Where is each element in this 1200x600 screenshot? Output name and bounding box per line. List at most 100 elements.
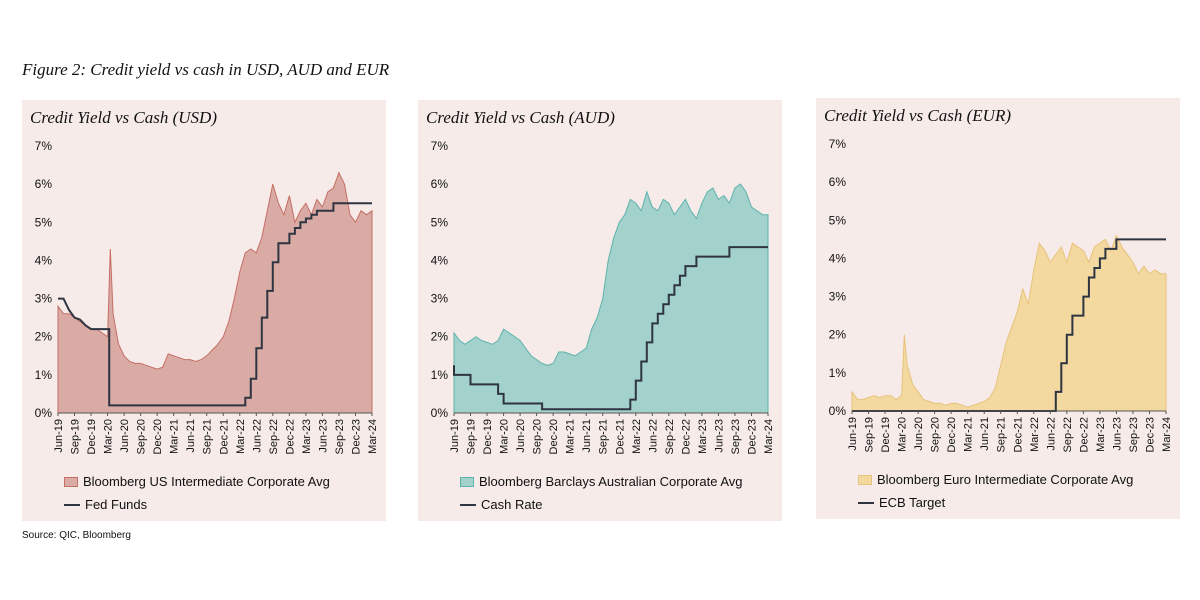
x-tick-label: Sep-23 xyxy=(730,419,742,454)
x-tick-label: Jun-20 xyxy=(515,419,527,453)
x-tick-label: Jun-20 xyxy=(119,419,131,453)
figure-title: Figure 2: Credit yield vs cash in USD, A… xyxy=(22,60,390,79)
chart-panel-aud: Credit Yield vs Cash (AUD) 0% 1% 2% 3% 4% 5% 6… xyxy=(418,100,782,521)
y-tick-label: 3% xyxy=(829,290,847,304)
x-tick-label: Jun-19 xyxy=(847,417,859,451)
legend-label: Cash Rate xyxy=(481,497,543,512)
y-tick-label: 7% xyxy=(829,137,847,151)
x-tick-label: Mar-22 xyxy=(235,419,247,454)
y-tick-label: 0% xyxy=(35,406,53,420)
x-tick-label: Dec-22 xyxy=(284,419,296,454)
series-line-eur xyxy=(852,238,1166,412)
y-tick-label: 0% xyxy=(829,404,847,418)
legend-swatch-area xyxy=(858,474,872,485)
x-tick-label: Sep-22 xyxy=(1062,417,1074,452)
x-tick-label: Mar-21 xyxy=(963,417,975,452)
legend-swatch-area xyxy=(64,476,78,487)
y-tick-label: 2% xyxy=(829,328,847,342)
x-tick-label: Mar-21 xyxy=(169,419,181,454)
series-area-eur xyxy=(851,234,1167,412)
legend-swatch-area xyxy=(460,476,474,487)
x-tick-label: Mar-24 xyxy=(763,419,775,454)
legend-item-usd-line: Fed Funds xyxy=(64,497,147,512)
x-tick-label: Dec-21 xyxy=(614,419,626,454)
chart-title-eur: Credit Yield vs Cash (EUR) xyxy=(824,106,1011,125)
y-tick-label: 3% xyxy=(35,292,53,306)
y-tick-label: 1% xyxy=(431,368,449,382)
y-tick-label: 0% xyxy=(431,406,449,420)
series-line-aud xyxy=(453,246,768,411)
x-tick-label: Mar-23 xyxy=(301,419,313,454)
y-tick-label: 5% xyxy=(35,215,53,229)
y-tick-label: 7% xyxy=(431,139,449,153)
y-tick-label: 5% xyxy=(431,215,449,229)
x-tick-label: Sep-19 xyxy=(70,419,82,454)
x-tick-label: Mar-21 xyxy=(565,419,577,454)
x-tick-label: Sep-23 xyxy=(1128,417,1140,452)
series-area-usd xyxy=(57,171,373,414)
y-tick-label: 1% xyxy=(35,368,53,382)
x-tick-label: Jun-23 xyxy=(713,419,725,453)
y-tick-label: 7% xyxy=(35,139,53,153)
y-tick-label: 5% xyxy=(829,213,847,227)
x-tick-label: Sep-20 xyxy=(136,419,148,454)
x-tick-label: Dec-22 xyxy=(1078,417,1090,452)
x-tick-label: Jun-22 xyxy=(251,419,263,453)
y-tick-label: 4% xyxy=(35,253,53,267)
series-line-usd xyxy=(58,202,372,407)
x-tick-label: Jun-21 xyxy=(979,417,991,451)
x-tick-label: Sep-22 xyxy=(664,419,676,454)
x-tick-label: Dec-19 xyxy=(86,419,98,454)
x-tick-label: Dec-23 xyxy=(350,419,362,454)
chart-panel-usd: Credit Yield vs Cash (USD) 0% 1% 2% 3% 4% 5% 6… xyxy=(22,100,386,521)
x-tick-label: Mar-23 xyxy=(1095,417,1107,452)
x-tick-label: Jun-19 xyxy=(449,419,461,453)
y-tick-label: 2% xyxy=(431,330,449,344)
legend-item-aud-area: Bloomberg Barclays Australian Corporate … xyxy=(460,474,743,489)
y-tick-label: 2% xyxy=(35,330,53,344)
x-tick-label: Dec-23 xyxy=(746,419,758,454)
x-tick-label: Jun-23 xyxy=(1111,417,1123,451)
x-tick-label: Sep-21 xyxy=(202,419,214,454)
x-tick-label: Dec-23 xyxy=(1144,417,1156,452)
x-tick-label: Mar-20 xyxy=(897,417,909,452)
chart-svg-usd: 0% 1% 2% 3% 4% 5% 6% 7% Jun-19 Sep-19 Dec-19 Mar-20… xyxy=(35,139,379,454)
x-tick-label: Jun-19 xyxy=(53,419,65,453)
legend-label: Bloomberg Barclays Australian Corporate … xyxy=(479,474,743,489)
legend-item-eur-line: ECB Target xyxy=(858,495,945,510)
x-tick-label: Mar-24 xyxy=(1161,417,1173,452)
x-tick-label: Sep-19 xyxy=(864,417,876,452)
legend-item-eur-area: Bloomberg Euro Intermediate Corporate Av… xyxy=(858,472,1133,487)
x-tick-label: Jun-23 xyxy=(317,419,329,453)
x-tick-label: Mar-20 xyxy=(103,419,115,454)
y-tick-label: 1% xyxy=(829,366,847,380)
y-tick-label: 3% xyxy=(431,292,449,306)
x-tick-label: Jun-21 xyxy=(185,419,197,453)
x-tick-label: Jun-21 xyxy=(581,419,593,453)
y-tick-label: 4% xyxy=(829,251,847,265)
x-tick-label: Dec-20 xyxy=(946,417,958,452)
x-tick-label: Jun-20 xyxy=(913,417,925,451)
x-tick-label: Jun-22 xyxy=(647,419,659,453)
x-tick-label: Sep-20 xyxy=(532,419,544,454)
x-tick-label: Sep-21 xyxy=(598,419,610,454)
legend-item-usd-area: Bloomberg US Intermediate Corporate Avg xyxy=(64,474,330,489)
x-tick-label: Sep-19 xyxy=(466,419,478,454)
legend-label: Fed Funds xyxy=(85,497,148,512)
x-tick-label: Sep-21 xyxy=(996,417,1008,452)
x-tick-label: Sep-23 xyxy=(334,419,346,454)
chart-svg-eur: 0% 1% 2% 3% 4% 5% 6% 7% Jun-19 Sep-19 Dec-19 Mar-20… xyxy=(829,137,1173,452)
x-tick-label: Jun-22 xyxy=(1045,417,1057,451)
x-tick-label: Mar-23 xyxy=(697,419,709,454)
x-tick-label: Dec-19 xyxy=(880,417,892,452)
legend-swatch-line xyxy=(64,503,80,506)
y-tick-label: 6% xyxy=(35,177,53,191)
source-note: Source: QIC, Bloomberg xyxy=(22,530,131,541)
chart-title-usd: Credit Yield vs Cash (USD) xyxy=(30,108,217,127)
x-tick-label: Mar-24 xyxy=(367,419,379,454)
x-tick-label: Dec-21 xyxy=(1012,417,1024,452)
x-tick-label: Sep-22 xyxy=(268,419,280,454)
legend-item-aud-line: Cash Rate xyxy=(460,497,542,512)
chart-panel-eur: Credit Yield vs Cash (EUR) 0% 1% 2% 3% 4% 5% 6… xyxy=(816,98,1180,519)
x-tick-label: Dec-20 xyxy=(152,419,164,454)
